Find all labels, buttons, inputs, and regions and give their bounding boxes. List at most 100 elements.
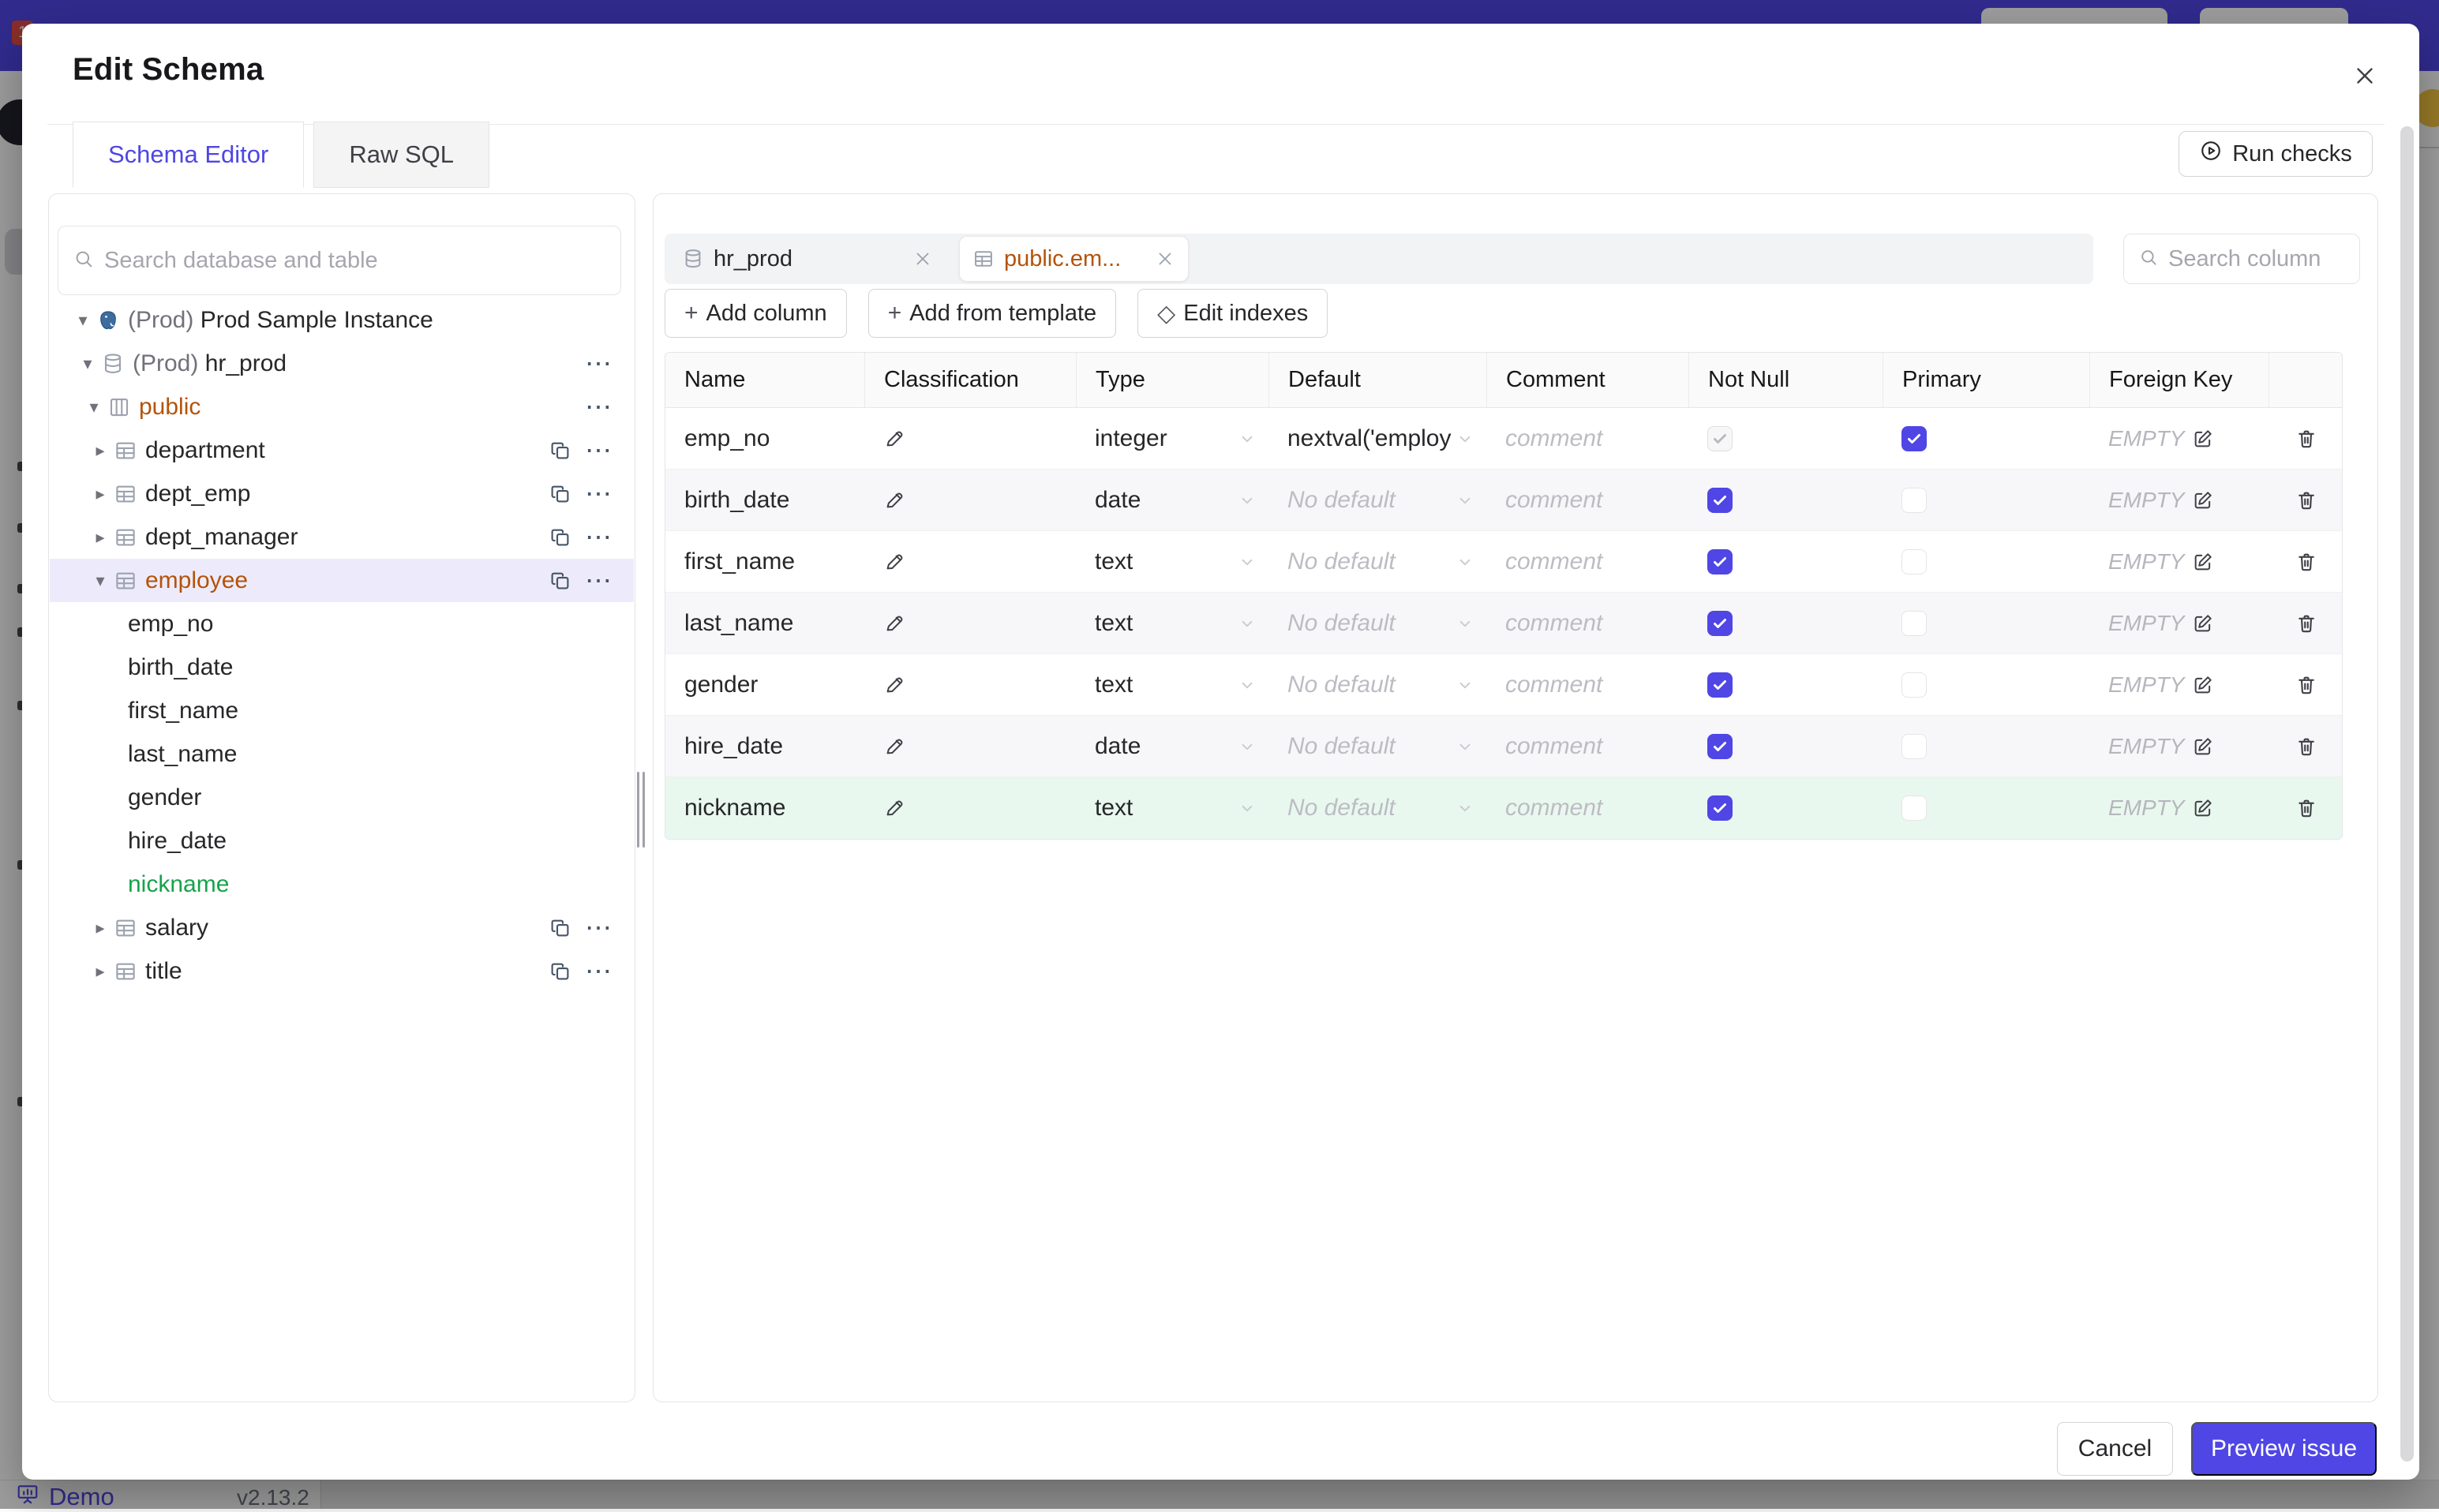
column-name-field[interactable]: first_name	[684, 548, 864, 575]
chevron-down-icon[interactable]	[1455, 429, 1475, 449]
pencil-icon[interactable]	[883, 735, 905, 758]
column-name-field[interactable]: nickname	[684, 795, 864, 821]
column-name-field[interactable]: birth_date	[684, 487, 864, 514]
default-select[interactable]: No default	[1287, 548, 1455, 575]
not-null-checkbox-checked[interactable]	[1707, 488, 1733, 513]
copy-icon[interactable]	[549, 482, 572, 506]
edit-square-icon[interactable]	[2192, 428, 2214, 450]
trash-icon[interactable]	[2295, 796, 2318, 820]
column-name-field[interactable]: last_name	[684, 610, 864, 637]
add-column-button[interactable]: +Add column	[665, 289, 847, 338]
run-checks-button[interactable]: Run checks	[2179, 131, 2373, 177]
type-select[interactable]: date	[1095, 733, 1237, 760]
pencil-icon[interactable]	[883, 428, 905, 450]
tree-item-hr-prod[interactable]: ▾(Prod) hr_prod⋯	[50, 342, 634, 385]
close-icon[interactable]	[2347, 58, 2382, 93]
trash-icon[interactable]	[2295, 550, 2318, 574]
copy-icon[interactable]	[549, 439, 572, 462]
default-select[interactable]: No default	[1287, 733, 1455, 760]
cancel-button[interactable]: Cancel	[2057, 1422, 2173, 1476]
default-select[interactable]: No default	[1287, 487, 1455, 514]
edit-square-icon[interactable]	[2192, 551, 2214, 573]
tree-item-emp-no[interactable]: emp_no	[50, 602, 634, 646]
type-select[interactable]: text	[1095, 672, 1237, 698]
trash-icon[interactable]	[2295, 673, 2318, 697]
default-select[interactable]: No default	[1287, 610, 1455, 637]
close-tab-icon[interactable]	[1155, 249, 1175, 269]
panel-resize-handle[interactable]	[637, 772, 646, 848]
comment-field[interactable]: comment	[1505, 610, 1688, 637]
copy-icon[interactable]	[549, 569, 572, 593]
chevron-down-icon[interactable]	[1237, 736, 1257, 757]
comment-field[interactable]: comment	[1505, 733, 1688, 760]
more-actions-icon[interactable]: ⋯	[585, 486, 613, 502]
primary-checkbox-unchecked[interactable]	[1901, 672, 1927, 698]
chevron-down-icon[interactable]	[1237, 613, 1257, 634]
chevron-down-icon[interactable]	[1455, 613, 1475, 634]
edit-square-icon[interactable]	[2192, 735, 2214, 758]
tree-item-dept-emp[interactable]: ▸dept_emp⋯	[50, 472, 634, 515]
tree-item-hire-date[interactable]: hire_date	[50, 819, 634, 863]
caret-right-icon[interactable]: ▸	[87, 961, 114, 982]
tree-item-first-name[interactable]: first_name	[50, 689, 634, 732]
tree-item-title[interactable]: ▸title⋯	[50, 949, 634, 993]
more-actions-icon[interactable]: ⋯	[585, 573, 613, 589]
not-null-checkbox-checked[interactable]	[1707, 795, 1733, 821]
type-select[interactable]: text	[1095, 610, 1237, 637]
default-select[interactable]: nextval('employ	[1287, 425, 1455, 452]
tree-item-nickname[interactable]: nickname	[50, 863, 634, 906]
more-actions-icon[interactable]: ⋯	[585, 443, 613, 458]
tree-item-employee[interactable]: ▾employee⋯	[50, 559, 634, 602]
pencil-icon[interactable]	[883, 551, 905, 573]
chevron-down-icon[interactable]	[1455, 552, 1475, 572]
comment-field[interactable]: comment	[1505, 672, 1688, 698]
caret-right-icon[interactable]: ▸	[87, 918, 114, 938]
not-null-checkbox-checked[interactable]	[1707, 549, 1733, 574]
chevron-down-icon[interactable]	[1237, 798, 1257, 818]
default-select[interactable]: No default	[1287, 672, 1455, 698]
chevron-down-icon[interactable]	[1237, 429, 1257, 449]
add-from-template-button[interactable]: +Add from template	[868, 289, 1116, 338]
edit-square-icon[interactable]	[2192, 612, 2214, 634]
tree-item-gender[interactable]: gender	[50, 776, 634, 819]
editor-tab-hr-prod[interactable]: hr_prod	[665, 234, 950, 284]
pencil-icon[interactable]	[883, 489, 905, 511]
column-search-input[interactable]	[2168, 246, 2345, 272]
edit-square-icon[interactable]	[2192, 489, 2214, 511]
more-actions-icon[interactable]: ⋯	[585, 530, 613, 545]
chevron-down-icon[interactable]	[1455, 675, 1475, 695]
chevron-down-icon[interactable]	[1237, 675, 1257, 695]
pencil-icon[interactable]	[883, 674, 905, 696]
editor-tab-public-em-[interactable]: public.em...	[959, 236, 1189, 282]
tree-item-last-name[interactable]: last_name	[50, 732, 634, 776]
trash-icon[interactable]	[2295, 612, 2318, 635]
copy-icon[interactable]	[549, 960, 572, 983]
primary-checkbox-unchecked[interactable]	[1901, 488, 1927, 513]
type-select[interactable]: integer	[1095, 425, 1237, 452]
comment-field[interactable]: comment	[1505, 487, 1688, 514]
tab-schema-editor[interactable]: Schema Editor	[73, 122, 304, 188]
caret-down-icon[interactable]: ▾	[69, 310, 96, 331]
copy-icon[interactable]	[549, 916, 572, 940]
comment-field[interactable]: comment	[1505, 425, 1688, 452]
close-tab-icon[interactable]	[912, 249, 933, 269]
default-select[interactable]: No default	[1287, 795, 1455, 821]
primary-checkbox-unchecked[interactable]	[1901, 795, 1927, 821]
not-null-checkbox-checked[interactable]	[1707, 672, 1733, 698]
tree-item-birth-date[interactable]: birth_date	[50, 646, 634, 689]
tree-item-public[interactable]: ▾public⋯	[50, 385, 634, 429]
type-select[interactable]: text	[1095, 795, 1237, 821]
type-select[interactable]: date	[1095, 487, 1237, 514]
primary-checkbox-unchecked[interactable]	[1901, 734, 1927, 759]
edit-indexes-button[interactable]: ◇Edit indexes	[1137, 289, 1328, 338]
modal-scrollbar[interactable]	[2400, 126, 2414, 1461]
tree-item-prod-sample-instance[interactable]: ▾(Prod) Prod Sample Instance	[50, 298, 634, 342]
edit-square-icon[interactable]	[2192, 674, 2214, 696]
not-null-checkbox-checked[interactable]	[1707, 734, 1733, 759]
primary-checkbox-checked[interactable]	[1901, 426, 1927, 451]
comment-field[interactable]: comment	[1505, 548, 1688, 575]
caret-right-icon[interactable]: ▸	[87, 527, 114, 548]
tree-item-salary[interactable]: ▸salary⋯	[50, 906, 634, 949]
copy-icon[interactable]	[549, 526, 572, 549]
more-actions-icon[interactable]: ⋯	[585, 920, 613, 936]
